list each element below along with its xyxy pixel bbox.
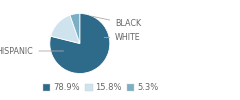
Text: HISPANIC: HISPANIC <box>0 46 64 56</box>
Wedge shape <box>70 14 80 44</box>
Wedge shape <box>51 15 80 44</box>
Legend: 78.9%, 15.8%, 5.3%: 78.9%, 15.8%, 5.3% <box>40 80 162 96</box>
Text: WHITE: WHITE <box>104 33 141 42</box>
Text: BLACK: BLACK <box>91 16 141 28</box>
Wedge shape <box>50 14 110 74</box>
